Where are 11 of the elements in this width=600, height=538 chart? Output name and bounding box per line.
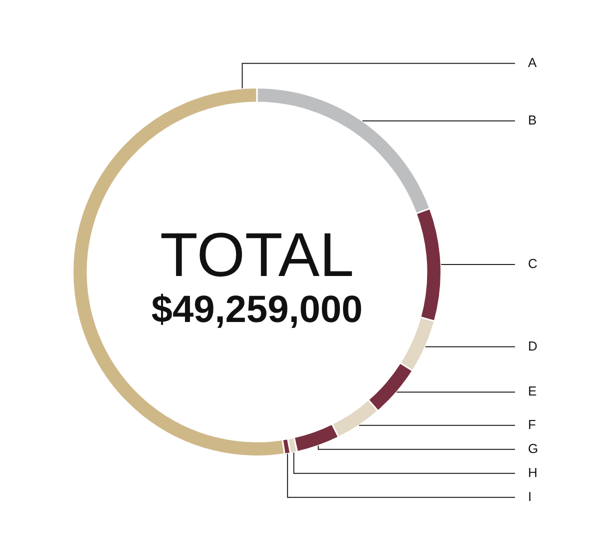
slice-label: H — [528, 464, 538, 480]
text: $49,259,000 — [151, 289, 363, 331]
slice-label: C — [528, 256, 538, 272]
slice-label: E — [528, 384, 537, 399]
slice-label: B — [528, 112, 537, 128]
slice-label: A — [528, 54, 537, 70]
slice-label: G — [528, 440, 538, 456]
slice-label: F — [528, 416, 536, 432]
slice-label: I — [528, 488, 532, 504]
text: TOTAL — [160, 221, 354, 290]
slice-label: D — [528, 338, 538, 354]
